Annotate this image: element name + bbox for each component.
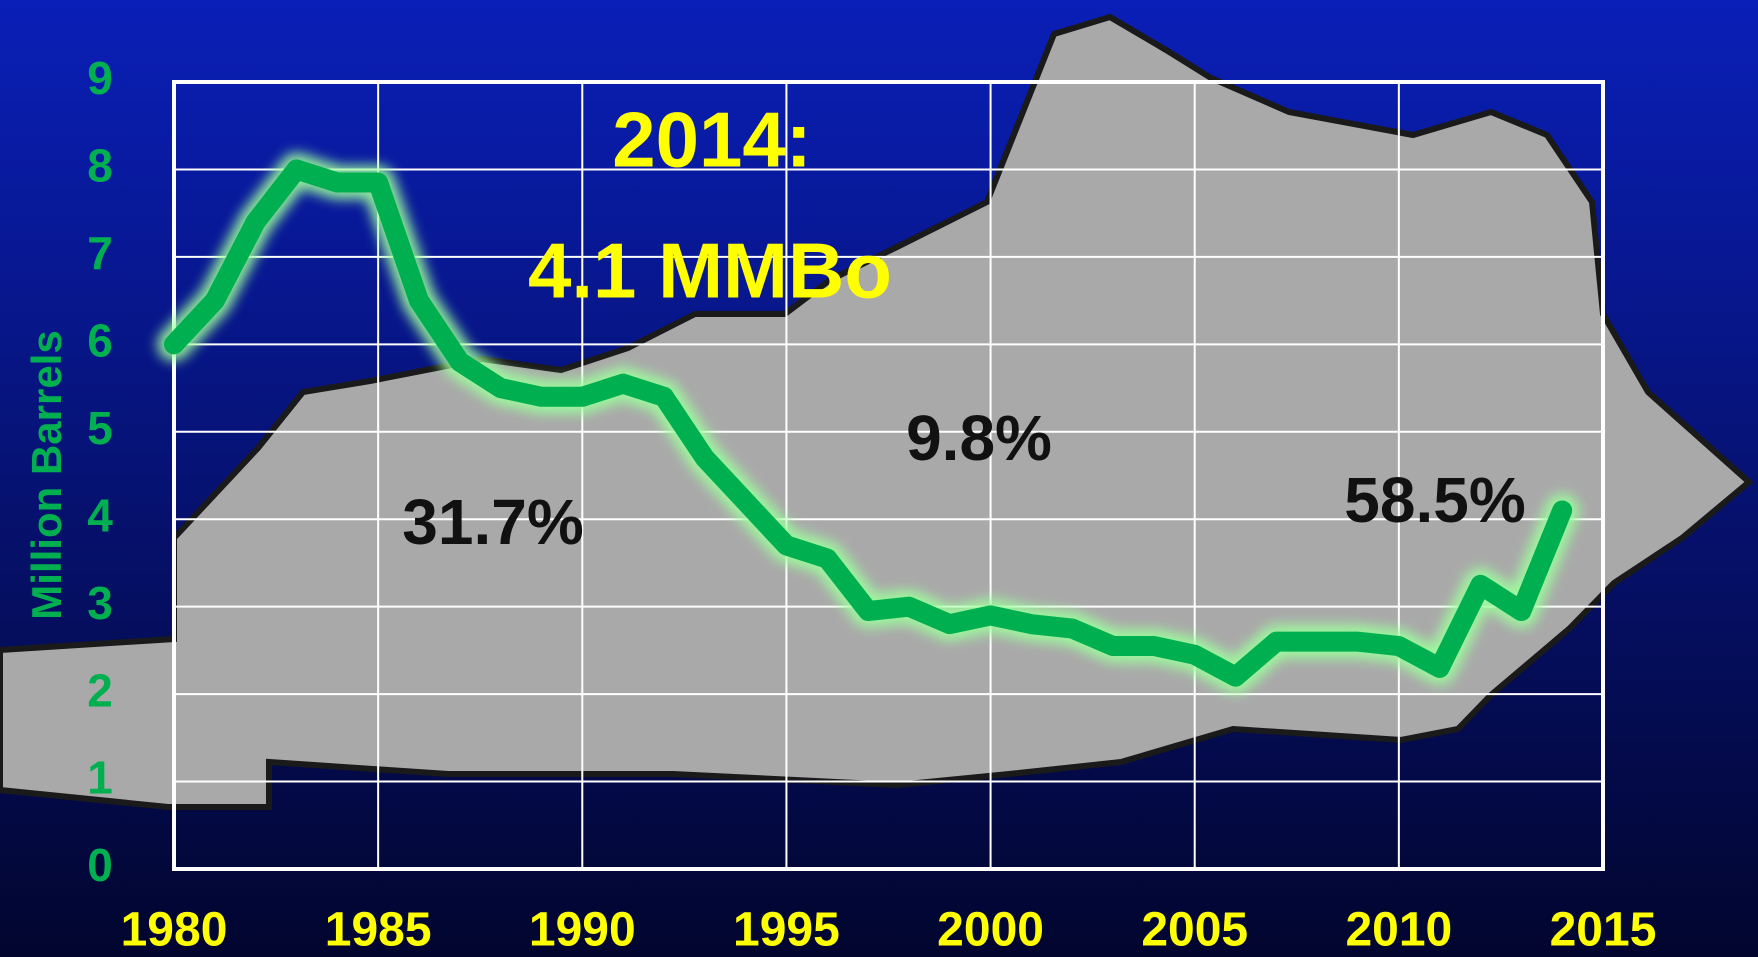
x-tick-label: 1985 (325, 904, 432, 957)
x-tick-label: 1995 (733, 904, 840, 957)
y-tick-label: 8 (87, 140, 113, 192)
marks: 0 1 2 3 4 5 6 7 8 9 1980 1985 1990 1995 2000 2005 2010 20… (87, 52, 1656, 957)
y-tick-label: 3 (87, 577, 113, 629)
annotation: 2014: (612, 96, 812, 184)
y-tick-label: 2 (87, 664, 113, 716)
y-axis-label: Million Barrels (23, 330, 70, 619)
x-tick-label: 1990 (529, 904, 636, 957)
x-tick-label: 1980 (121, 904, 228, 957)
y-tick-label: 4 (87, 489, 113, 541)
y-tick-label: 9 (87, 52, 113, 104)
y-tick-label: 1 (87, 752, 113, 804)
x-tick-label: 2015 (1550, 904, 1657, 957)
x-tick-label: 2005 (1141, 904, 1248, 957)
y-tick-label: 7 (87, 227, 113, 279)
y-tick-label: 5 (87, 402, 113, 454)
annotation: 31.7% (402, 486, 583, 558)
annotation: 9.8% (906, 402, 1052, 474)
x-tick-label: 2010 (1345, 904, 1452, 957)
annotation: 58.5% (1344, 464, 1525, 536)
annotation: 4.1 MMBo (528, 227, 892, 315)
line (164, 159, 1573, 687)
y-tick-label: 6 (87, 314, 113, 366)
map (0, 13, 1754, 810)
y-tick-label: 0 (87, 839, 113, 891)
x-tick-label: 2000 (937, 904, 1044, 957)
